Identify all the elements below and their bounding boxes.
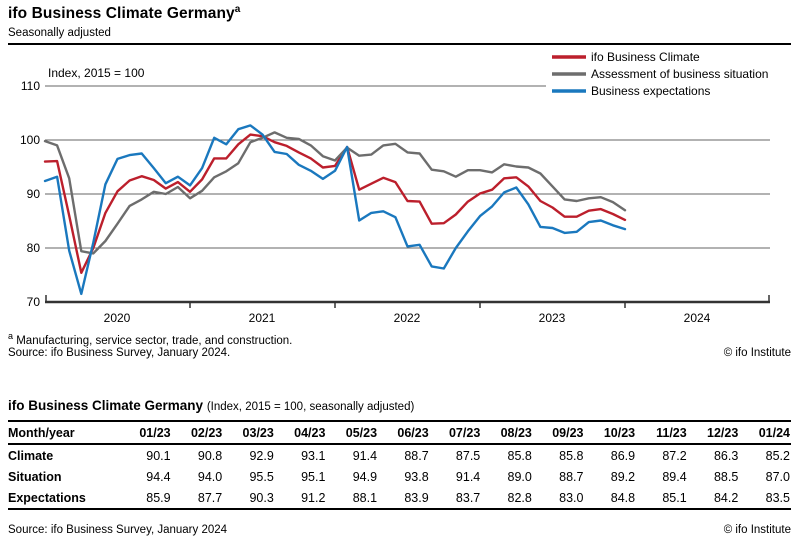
table-cell: 88.7 [404, 448, 429, 463]
table-cell: 85.1 [662, 490, 687, 505]
legend-label-situation: Assessment of business situation [591, 67, 768, 81]
x-tick-2022: 2022 [394, 311, 421, 325]
legend-label-expectations: Business expectations [591, 84, 710, 98]
legend: ifo Business Climate Assessment of busin… [552, 50, 768, 98]
table-header-cell: 09/23 [532, 421, 585, 445]
footer-source: Source: ifo Business Survey, January 202… [8, 524, 228, 536]
footnote-text: Manufacturing, service sector, trade, an… [16, 334, 293, 347]
table-header-cell: 12/23 [687, 421, 740, 445]
page-title-footnote-marker: a [234, 4, 241, 15]
table-cell: 86.9 [610, 448, 636, 463]
table-cell: 95.1 [301, 469, 326, 484]
table-cell: 82.8 [507, 490, 532, 505]
y-tick-110: 110 [21, 79, 40, 93]
table-cell: 85.8 [559, 448, 584, 463]
y-tick-70: 70 [27, 295, 41, 309]
table-cell: 85.8 [507, 448, 532, 463]
x-tick-2024: 2024 [684, 311, 711, 325]
table-cell: 88.7 [559, 469, 584, 484]
table-cell: 87.2 [662, 448, 687, 463]
table-header-row: Month/year 01/23 02/23 03/23 04/23 05/23 06/23… [8, 421, 791, 445]
legend-label-climate: ifo Business Climate [591, 50, 700, 64]
line-ifo-business-climate [43, 133, 627, 274]
table-cell: 83.5 [765, 490, 790, 505]
table-cell: 84.2 [713, 490, 739, 505]
table-header-cell: 06/23 [378, 421, 430, 445]
climate-data-table: Month/year 01/23 02/23 03/23 04/23 05/23 06/23… [8, 420, 791, 510]
table-header-cell: 02/23 [171, 421, 224, 445]
table-cell: 90.3 [249, 490, 274, 505]
page-title-text: ifo Business Climate Germany [8, 5, 235, 23]
chart-footnote: a Manufacturing, service sector, trade, … [8, 331, 292, 347]
table-header-cell: 08/23 [481, 421, 533, 445]
table-row: Climate 90.1 90.8 92.9 93.1 91.4 88.7 87.5 85.8 8… [8, 444, 791, 466]
y-tick-90: 90 [27, 187, 41, 201]
table-cell: 86.3 [713, 448, 739, 463]
table-cell: 87.0 [765, 469, 790, 484]
y-axis-unit-label: Index, 2015 = 100 [48, 66, 145, 80]
table-cell: 89.2 [610, 469, 636, 484]
table-cell: 89.0 [507, 469, 532, 484]
table-cell: 88.1 [352, 490, 378, 505]
table-header-cell: 03/23 [223, 421, 275, 445]
table-header-cell: 04/23 [274, 421, 327, 445]
table-cell: 91.2 [301, 490, 326, 505]
table-cell: 90.1 [146, 448, 171, 463]
chart-source: Source: ifo Business Survey, January 202… [8, 347, 231, 359]
table-title-text: ifo Business Climate Germany [8, 398, 204, 413]
y-tick-100: 100 [20, 133, 40, 147]
table-header-month-year: Month/year [8, 421, 120, 445]
table-cell: 92.9 [249, 448, 274, 463]
y-tick-80: 80 [27, 241, 41, 255]
table-row-label: Climate [8, 448, 54, 463]
table-cell: 85.9 [146, 490, 171, 505]
table-cell: 94.0 [197, 469, 223, 484]
legend-background [546, 46, 796, 98]
x-tick-2021: 2021 [249, 311, 276, 325]
table-cell: 85.2 [765, 448, 790, 463]
table-cell: 88.5 [713, 469, 739, 484]
table-row-label: Situation [8, 469, 62, 484]
table-title-subtext: (Index, 2015 = 100, seasonally adjusted) [206, 401, 415, 413]
table-header-cell: 05/23 [326, 421, 379, 445]
page-subtitle: Seasonally adjusted [8, 27, 111, 39]
footnote-marker: a [8, 331, 14, 341]
table-cell: 83.7 [455, 490, 481, 505]
table-row: Situation 94.4 94.0 95.5 95.1 94.9 93.8 91.4 89.… [8, 466, 791, 487]
table-cell: 94.4 [146, 469, 171, 484]
table-section: ifo Business Climate Germany (Index, 201… [8, 398, 791, 510]
table-cell: 91.4 [352, 448, 378, 463]
header-divider [8, 43, 791, 45]
table-header-cell: 01/23 [120, 421, 172, 445]
table-cell: 91.4 [455, 469, 481, 484]
table-cell: 90.8 [197, 448, 223, 463]
table-header-cell: 01/24 [739, 421, 791, 445]
business-climate-line-chart: 110 100 90 80 70 2020 2021 2022 2023 202… [19, 46, 796, 325]
table-header-cell: 11/23 [636, 421, 688, 445]
table-cell: 93.8 [404, 469, 429, 484]
chart-copyright: © ifo Institute [723, 347, 791, 359]
table-cell: 87.7 [197, 490, 223, 505]
table-title: ifo Business Climate Germany (Index, 201… [8, 398, 791, 413]
footer-copyright: © ifo Institute [723, 524, 791, 536]
line-business-expectations [43, 124, 627, 296]
page-title: ifo Business Climate Germanya [8, 4, 240, 23]
table-cell: 93.1 [301, 448, 326, 463]
table-cell: 87.5 [455, 448, 481, 463]
table-cell: 83.9 [404, 490, 429, 505]
table-header-cell: 10/23 [584, 421, 637, 445]
table-header-cell: 07/23 [429, 421, 482, 445]
line-assessment-of-business-situation [43, 131, 627, 255]
table-row: Expectations 85.9 87.7 90.3 91.2 88.1 83.9 83.7… [8, 487, 791, 509]
table-cell: 89.4 [662, 469, 687, 484]
table-cell: 84.8 [610, 490, 636, 505]
table-cell: 94.9 [352, 469, 378, 484]
table-cell: 95.5 [249, 469, 274, 484]
x-tick-2020: 2020 [104, 311, 131, 325]
x-tick-2023: 2023 [539, 311, 566, 325]
table-cell: 83.0 [559, 490, 584, 505]
table-row-label: Expectations [8, 490, 86, 505]
